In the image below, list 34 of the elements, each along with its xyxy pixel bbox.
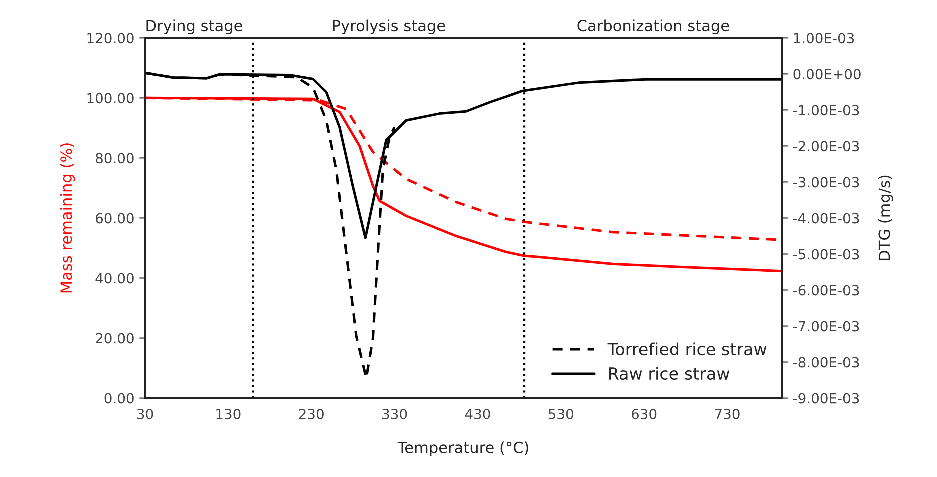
x-tick-label: 530 bbox=[548, 408, 574, 420]
x-axis-title: Temperature (°C) bbox=[398, 442, 528, 456]
x-tick-label: 30 bbox=[137, 408, 154, 420]
y-tick-label: 80.00 bbox=[96, 153, 134, 164]
x-tick-label: 130 bbox=[216, 408, 241, 420]
y2-tick-label: -9.00E-03 bbox=[793, 393, 860, 404]
y-tick-label: 60.00 bbox=[96, 213, 134, 224]
y2-tick-label: -8.00E-03 bbox=[793, 357, 860, 368]
text: Carbonization stage bbox=[578, 20, 730, 35]
y2-tick-label: -4.00E-03 bbox=[793, 213, 860, 224]
text: Pyrolysis stage bbox=[333, 20, 446, 35]
y-tick-label: 40.00 bbox=[96, 273, 134, 284]
legend-label: Raw rice straw bbox=[609, 367, 730, 380]
y-tick-label: 0.00 bbox=[104, 393, 134, 404]
text: Drying stage bbox=[146, 20, 242, 35]
y2-tick-label: -2.00E-03 bbox=[793, 141, 860, 152]
y2-tick-label: -6.00E-03 bbox=[793, 285, 860, 296]
y2-tick-label: -3.00E-03 bbox=[793, 177, 860, 188]
y2-axis-title: DTG (mg/s) bbox=[878, 176, 894, 260]
y2-tick-label: 1.00E-03 bbox=[794, 33, 854, 44]
x-tick-label: 730 bbox=[715, 408, 740, 420]
y2-tick-label: -1.00E-03 bbox=[793, 105, 860, 116]
y2-tick-label: -7.00E-03 bbox=[793, 321, 860, 332]
y-axis-title: Mass remaining (%) bbox=[60, 144, 76, 293]
y-tick-label: 20.00 bbox=[96, 333, 134, 344]
y-tick-label: 120.00 bbox=[88, 33, 134, 44]
x-tick-label: 630 bbox=[632, 408, 657, 420]
y2-tick-label: 0.00E+00 bbox=[794, 69, 861, 80]
x-tick-label: 330 bbox=[382, 408, 408, 420]
y-tick-label: 100.00 bbox=[88, 93, 134, 104]
x-tick-label: 430 bbox=[465, 408, 490, 420]
y2-tick-label: -5.00E-03 bbox=[793, 249, 860, 260]
x-tick-label: 230 bbox=[299, 408, 324, 420]
legend-label: Torrefied rice straw bbox=[608, 342, 767, 356]
